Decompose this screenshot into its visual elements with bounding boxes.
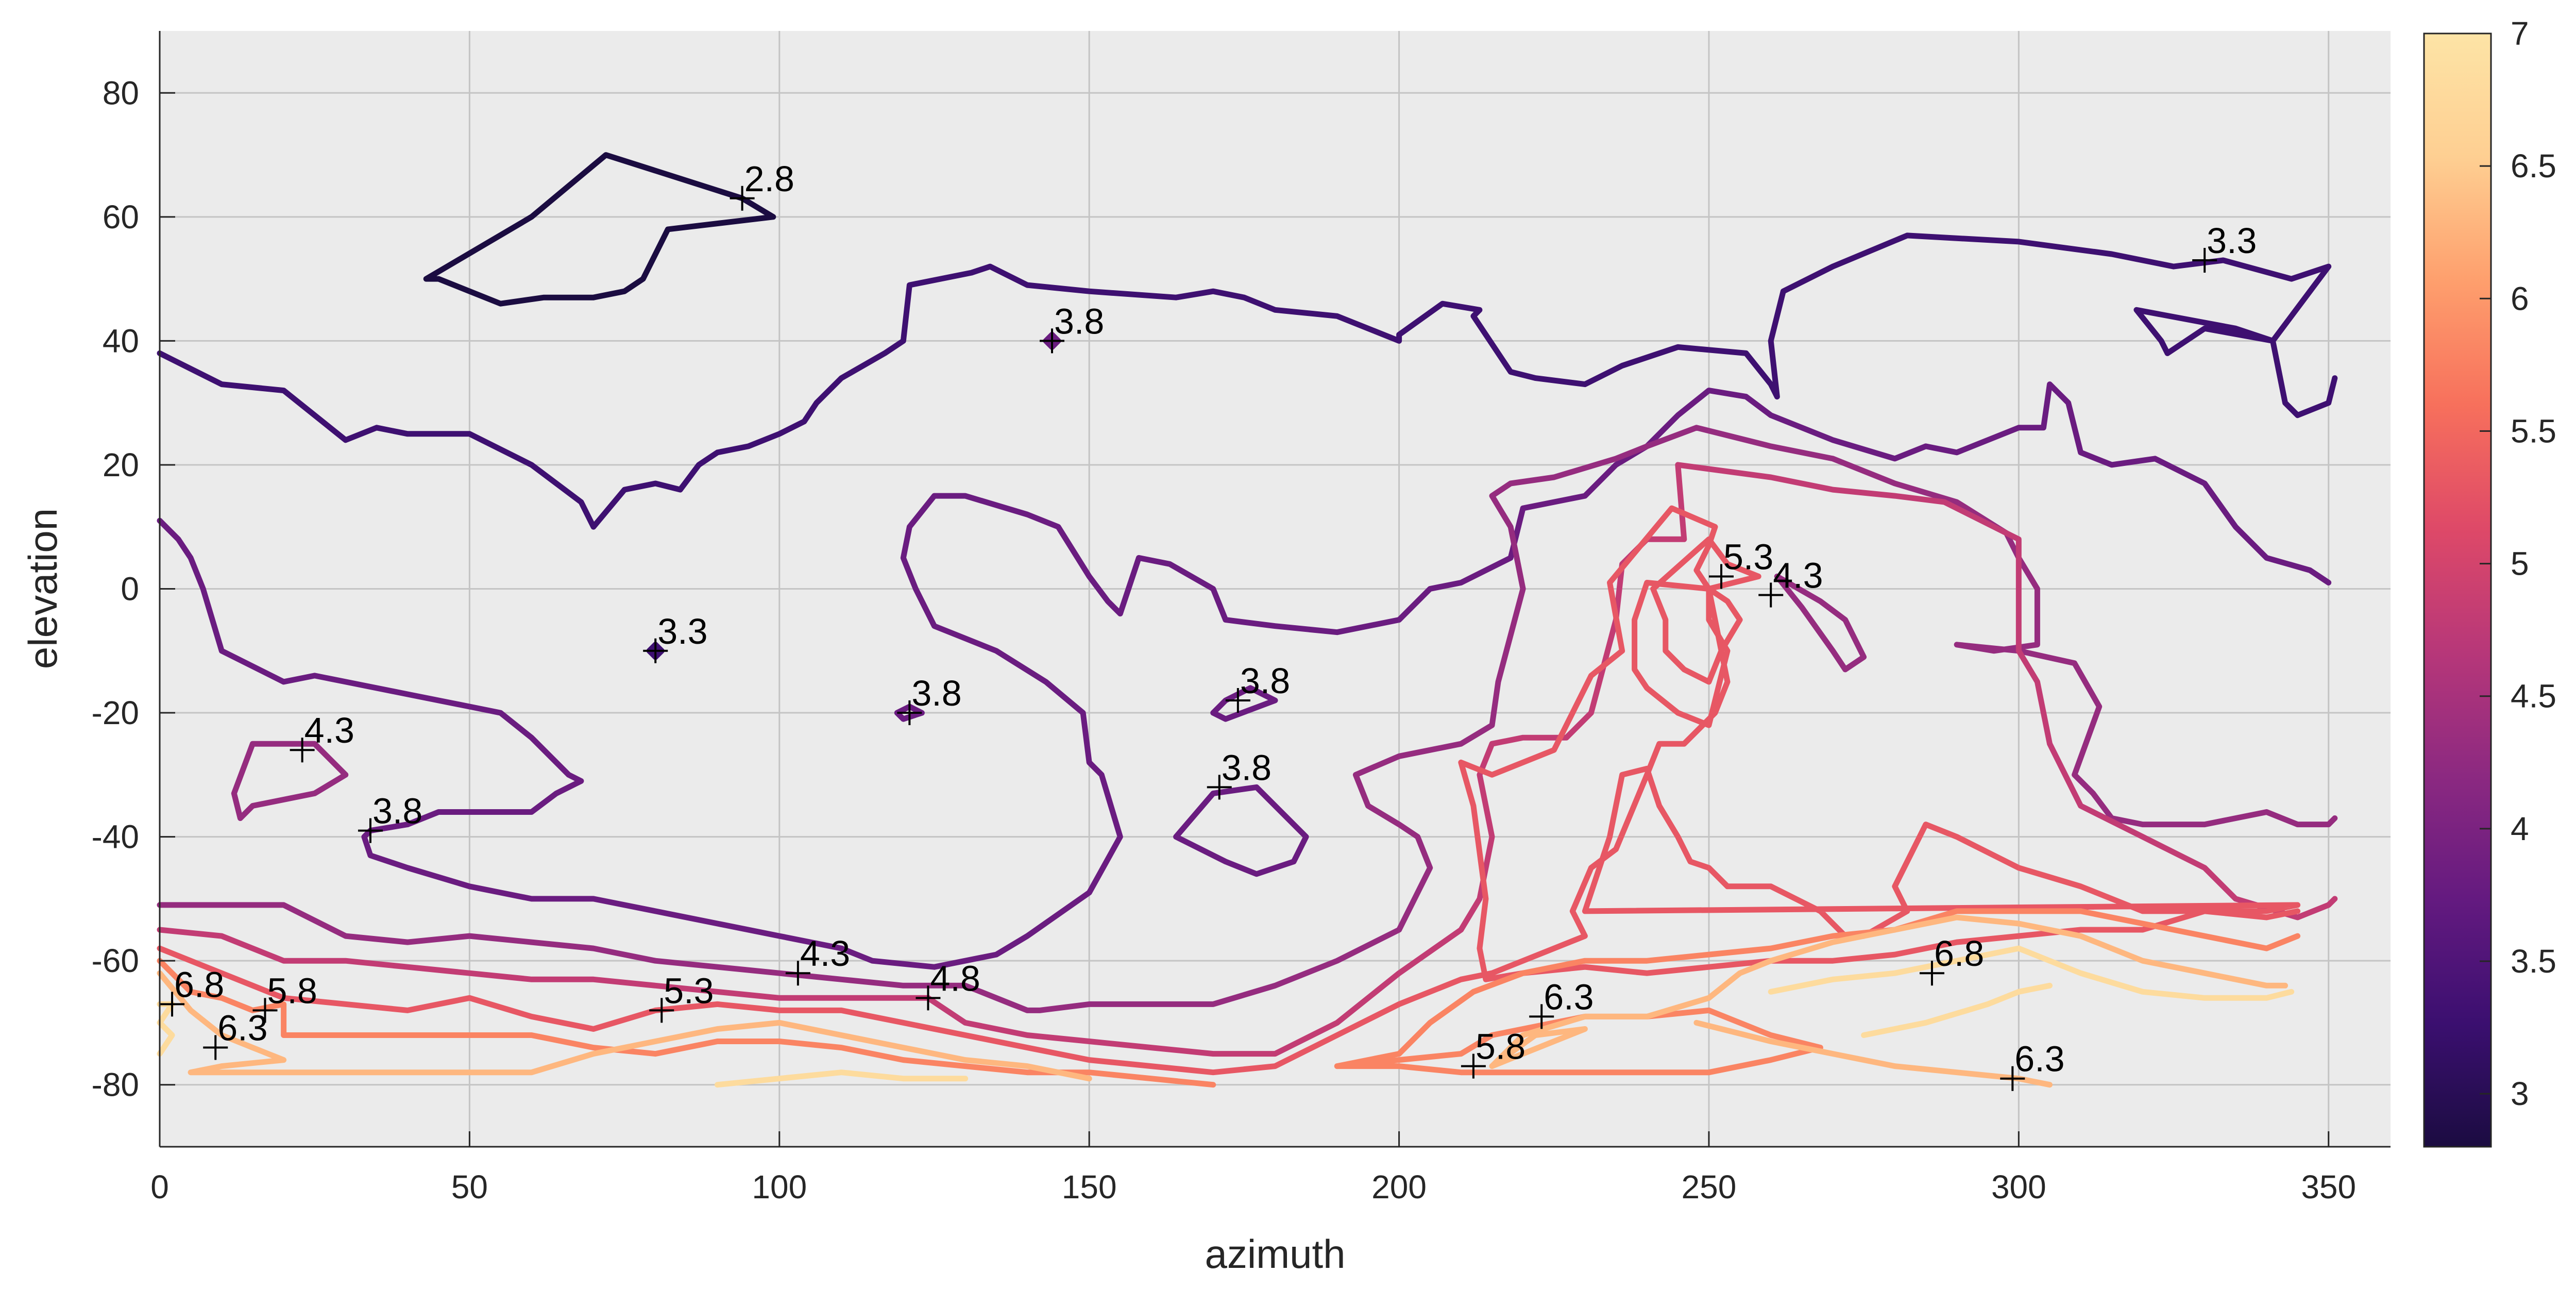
contour-line bbox=[1489, 1026, 1588, 1069]
contour-label: 6.3 bbox=[1544, 977, 1594, 1017]
x-axis-label: azimuth bbox=[1205, 1231, 1345, 1277]
y-tick-label: 80 bbox=[103, 74, 139, 111]
contour-label-marker bbox=[1207, 775, 1232, 800]
contour-line bbox=[2133, 307, 2276, 356]
y-tick-label: -80 bbox=[92, 1066, 140, 1103]
contour-label: 5.3 bbox=[664, 970, 714, 1011]
contour-label: 3.8 bbox=[1222, 747, 1272, 788]
colorbar-tick-label: 5 bbox=[2511, 545, 2529, 582]
contour-label-marker bbox=[160, 992, 185, 1017]
contour-label-marker bbox=[1040, 328, 1064, 354]
contour-label: 6.8 bbox=[174, 964, 224, 1005]
colorbar-tick-label: 6 bbox=[2511, 280, 2529, 317]
y-tick-label: -60 bbox=[92, 942, 140, 979]
contour-line bbox=[231, 741, 349, 821]
contour-label-marker bbox=[2192, 248, 2217, 273]
colorbar-tick-label: 4.5 bbox=[2511, 678, 2556, 715]
contour-lines bbox=[157, 152, 2338, 1088]
contour-label-marker bbox=[290, 738, 315, 763]
colorbar-tick-label: 3 bbox=[2511, 1075, 2529, 1112]
contour-label: 3.8 bbox=[911, 673, 961, 713]
y-tick-label: 0 bbox=[121, 571, 139, 608]
x-tick-label: 50 bbox=[451, 1168, 488, 1206]
contour-label: 5.8 bbox=[267, 970, 317, 1011]
contour-label: 4.8 bbox=[930, 958, 980, 998]
contour-label: 6.3 bbox=[2014, 1039, 2064, 1079]
colorbar: 3 3.5 4 4.5 5 5.5 6 6.5 7 bbox=[2423, 15, 2556, 1148]
x-tick-label: 200 bbox=[1371, 1168, 1427, 1206]
contour-line bbox=[157, 970, 1092, 1082]
contour-label-marker bbox=[1461, 1053, 1486, 1079]
contour-label: 6.3 bbox=[217, 1008, 267, 1048]
contour-labels: 2.8 3.3 3.3 3.8 3.8 3.8 3.8 3.8 4.3 4.3 4.3 4.8 5.3 5… bbox=[160, 159, 2257, 1091]
contour-line bbox=[1334, 1007, 1823, 1076]
contour-label-marker bbox=[1529, 1004, 1554, 1029]
contour-label-marker bbox=[897, 700, 922, 726]
contour-line bbox=[423, 152, 776, 307]
contour-label-marker bbox=[785, 961, 810, 986]
y-tick-label: 20 bbox=[103, 446, 139, 483]
colorbar-tick-label: 4 bbox=[2511, 810, 2529, 847]
x-tick-label: 250 bbox=[1682, 1168, 1737, 1206]
contour-line bbox=[1489, 914, 2288, 1069]
y-tick-label: -40 bbox=[92, 818, 140, 856]
contour-label-marker bbox=[252, 998, 278, 1023]
colorbar-tick-label: 3.5 bbox=[2511, 943, 2556, 980]
contour-label: 3.3 bbox=[2207, 221, 2257, 261]
contour-label: 3.8 bbox=[1054, 301, 1104, 341]
contour-line bbox=[157, 927, 931, 1001]
x-tick-label: 150 bbox=[1062, 1168, 1117, 1206]
colorbar-gradient bbox=[2423, 32, 2492, 1148]
colorbar-tick-label: 5.5 bbox=[2511, 412, 2556, 449]
contour-label-marker bbox=[1758, 582, 1784, 608]
y-tick-label: -20 bbox=[92, 694, 140, 731]
contour-label: 6.8 bbox=[1934, 933, 1984, 974]
axes: 0 50 100 150 200 250 300 350 -80 -60 -40 -20 0 20 40 60… bbox=[92, 31, 2391, 1206]
contour-line bbox=[157, 232, 2338, 530]
y-tick-label: 40 bbox=[103, 322, 139, 359]
contour-line bbox=[1768, 945, 2295, 1001]
contour-label-marker bbox=[649, 998, 674, 1023]
contour-line bbox=[1774, 573, 1867, 673]
contour-label: 2.8 bbox=[744, 159, 794, 199]
x-tick-label: 100 bbox=[752, 1168, 807, 1206]
contour-label: 3.8 bbox=[372, 791, 422, 831]
contour-label: 5.8 bbox=[1476, 1027, 1526, 1067]
contour-label: 3.3 bbox=[657, 611, 707, 651]
contour-label: 4.3 bbox=[1773, 556, 1823, 596]
contour-line bbox=[157, 425, 2338, 1013]
contour-label-marker bbox=[916, 985, 941, 1011]
contour-label-marker bbox=[1225, 688, 1250, 713]
grid-lines bbox=[159, 31, 2391, 1147]
contour-line bbox=[157, 505, 2301, 1076]
contour-label-marker bbox=[730, 186, 755, 211]
contour-label: 5.3 bbox=[1723, 537, 1773, 577]
contour-line bbox=[1861, 982, 2053, 1038]
contour-line bbox=[157, 958, 1216, 1088]
contour-label-marker bbox=[358, 818, 383, 843]
colorbar-tick-label: 6.5 bbox=[2511, 147, 2556, 185]
contour-label-marker bbox=[1919, 961, 1944, 986]
contour-label-marker bbox=[643, 638, 668, 663]
x-tick-label: 0 bbox=[150, 1168, 169, 1206]
x-tick-label: 350 bbox=[2301, 1168, 2356, 1206]
contour-line bbox=[157, 381, 2332, 970]
contour-label-marker bbox=[2000, 1066, 2025, 1091]
y-tick-label: 60 bbox=[103, 198, 139, 236]
contour-label: 4.3 bbox=[800, 933, 850, 974]
x-tick-label: 300 bbox=[1991, 1168, 2046, 1206]
colorbar-tick-label: 7 bbox=[2511, 15, 2529, 52]
contour-label-marker bbox=[1709, 564, 1734, 589]
contour-line bbox=[1334, 908, 2301, 1069]
y-axis-label: elevation bbox=[20, 508, 65, 669]
contour-line bbox=[1650, 536, 1761, 685]
contour-label: 3.8 bbox=[1240, 661, 1290, 701]
contour-label-marker bbox=[203, 1035, 228, 1060]
contour-line bbox=[715, 1069, 969, 1088]
contour-label: 4.3 bbox=[304, 710, 354, 750]
